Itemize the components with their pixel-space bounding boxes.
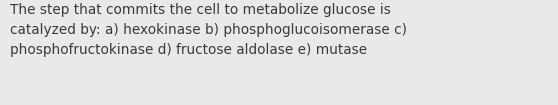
Text: The step that commits the cell to metabolize glucose is
catalyzed by: a) hexokin: The step that commits the cell to metabo…	[10, 3, 407, 57]
